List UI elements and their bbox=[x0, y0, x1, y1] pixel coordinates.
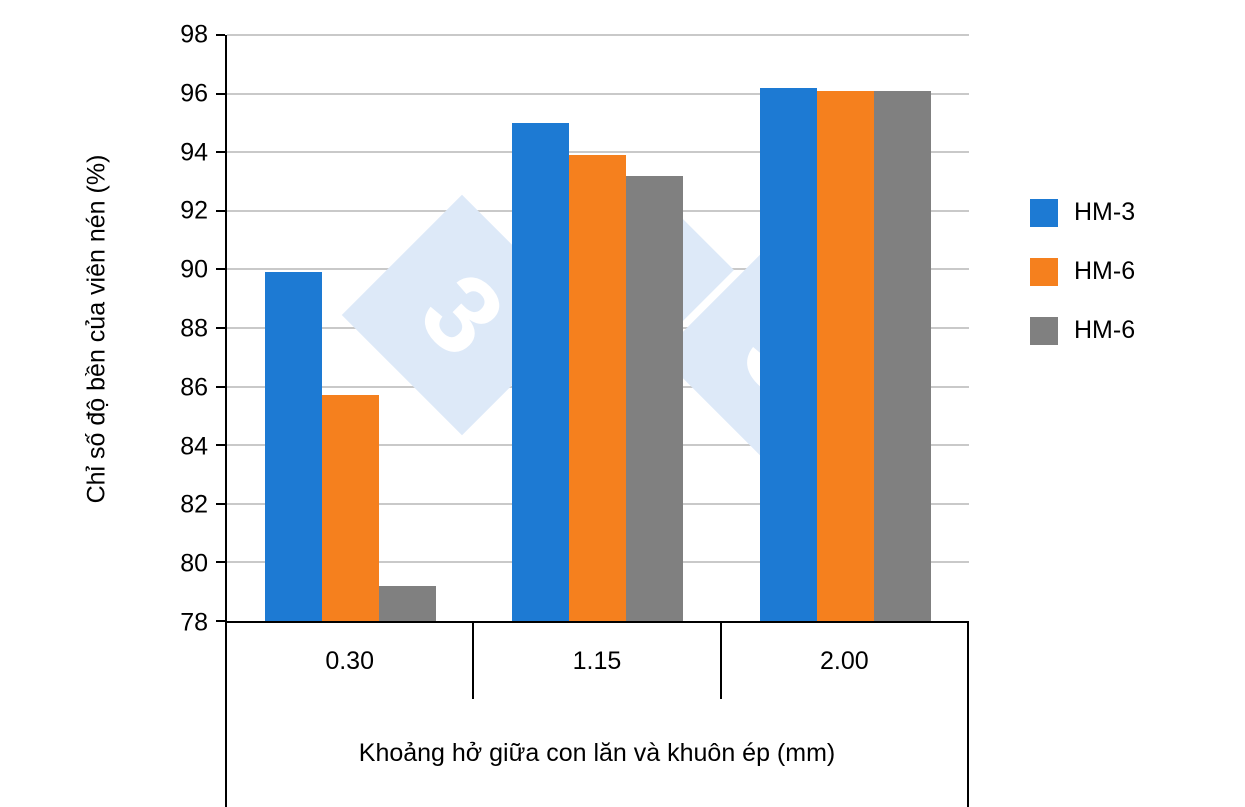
bar-HM-3-2.00 bbox=[759, 87, 817, 621]
y-tick-label: 86 bbox=[180, 373, 208, 402]
legend-swatch-icon bbox=[1030, 198, 1058, 227]
y-tick-label: 90 bbox=[180, 255, 208, 284]
gridline bbox=[227, 34, 969, 36]
bar-groups bbox=[227, 35, 969, 621]
bar-group-1.15 bbox=[474, 35, 721, 621]
y-tick-label: 96 bbox=[180, 79, 208, 108]
y-axis-tick-labels: 78 80 82 84 86 88 90 92 94 96 98 bbox=[0, 21, 208, 637]
bar-HM-6-2.00 bbox=[816, 90, 874, 621]
legend-swatch-icon bbox=[1030, 316, 1058, 345]
bar-HM-6-1.15 bbox=[626, 175, 684, 621]
bar-group-0.30 bbox=[227, 35, 474, 621]
legend: HM-3 HM-6 HM-6 bbox=[1030, 198, 1135, 375]
y-tick-label: 88 bbox=[180, 314, 208, 343]
legend-label: HM-6 bbox=[1074, 316, 1136, 344]
legend-item-HM-6: HM-6 bbox=[1030, 257, 1135, 286]
y-axis-tick bbox=[216, 34, 225, 36]
legend-swatch-icon bbox=[1030, 257, 1058, 286]
y-axis-tick bbox=[216, 209, 225, 212]
bar-HM-6-1.15 bbox=[569, 155, 627, 621]
y-tick-label: 92 bbox=[180, 196, 208, 225]
legend-label: HM-3 bbox=[1074, 198, 1136, 226]
bar-HM-6-0.30 bbox=[379, 585, 437, 621]
y-axis-tick bbox=[216, 268, 225, 271]
plot-area: 3 3 3 bbox=[216, 34, 969, 623]
x-category-label: 0.30 bbox=[325, 646, 374, 675]
y-axis-tick bbox=[216, 444, 225, 447]
y-tick-label: 98 bbox=[180, 20, 208, 49]
y-tick-label: 94 bbox=[180, 138, 208, 167]
bar-HM-3-1.15 bbox=[512, 122, 570, 621]
bar-HM-6-2.00 bbox=[873, 90, 931, 621]
y-axis-tick bbox=[216, 620, 225, 622]
bar-HM-3-0.30 bbox=[265, 272, 323, 621]
gridline bbox=[227, 92, 969, 95]
legend-item-HM-6: HM-6 bbox=[1030, 316, 1135, 345]
x-category-label: 1.15 bbox=[472, 623, 719, 699]
x-axis-categories: 0.30 1.15 2.00 bbox=[227, 623, 967, 699]
y-tick-label: 78 bbox=[180, 608, 208, 637]
bar-HM-6-0.30 bbox=[322, 395, 380, 621]
bar-group-2.00 bbox=[722, 35, 969, 621]
y-axis-tick bbox=[216, 327, 225, 329]
x-axis-table: 0.30 1.15 2.00 Khoảng hở giữa con lăn và k… bbox=[225, 623, 969, 807]
y-tick-label: 84 bbox=[180, 432, 208, 461]
gridline bbox=[227, 151, 969, 154]
y-axis-tick bbox=[216, 385, 225, 388]
y-tick-label: 80 bbox=[180, 549, 208, 578]
y-axis-tick bbox=[216, 151, 225, 154]
legend-item-HM-3: HM-3 bbox=[1030, 198, 1135, 227]
y-axis-tick bbox=[216, 92, 225, 95]
y-tick-label: 82 bbox=[180, 490, 208, 519]
y-axis-tick bbox=[216, 502, 225, 505]
legend-label: HM-6 bbox=[1074, 257, 1136, 285]
x-axis-title: Khoảng hở giữa con lăn và khuôn ép (mm) bbox=[358, 738, 836, 767]
y-axis-tick bbox=[216, 561, 225, 564]
x-category-label: 2.00 bbox=[719, 623, 967, 699]
